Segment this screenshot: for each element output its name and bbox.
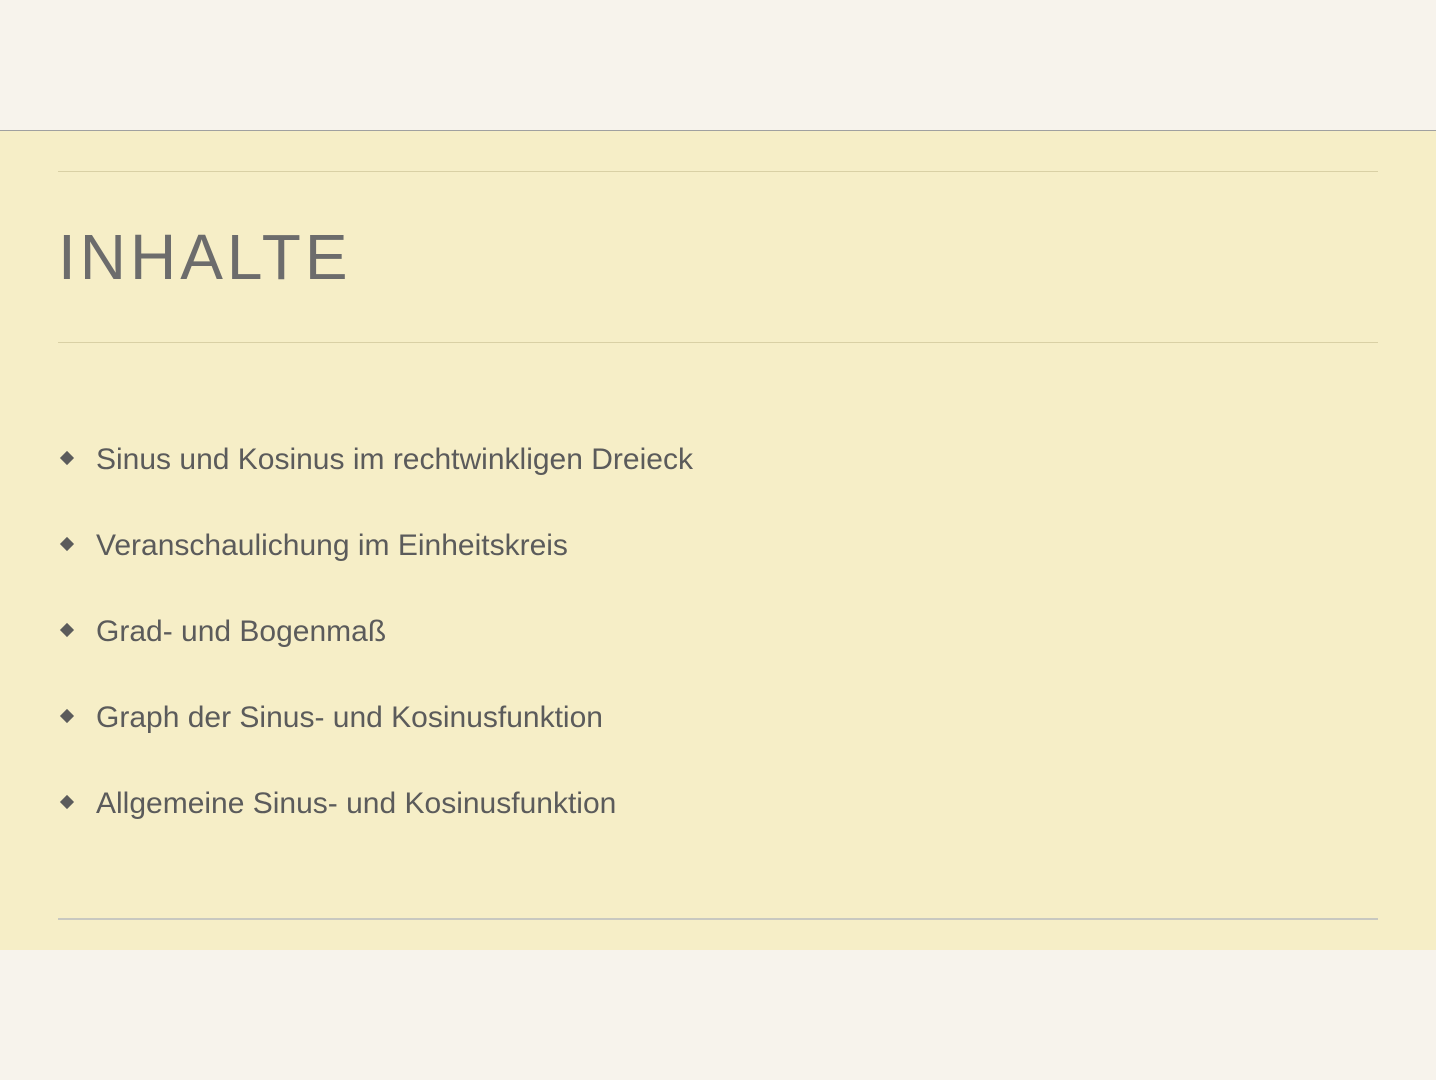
diamond-bullet-icon: [60, 451, 74, 465]
slide-body: INHALTE Sinus und Kosinus im rechtwinkli…: [0, 130, 1436, 950]
list-item: Sinus und Kosinus im rechtwinkligen Drei…: [58, 439, 1378, 481]
list-item: Veranschaulichung im Einheitskreis: [58, 525, 1378, 567]
divider-top: [58, 171, 1378, 172]
divider-under-title: [58, 342, 1378, 343]
diamond-bullet-icon: [60, 709, 74, 723]
list-item-label: Grad- und Bogenmaß: [96, 615, 386, 648]
list-item: Allgemeine Sinus- und Kosinusfunktion: [58, 783, 1378, 825]
diamond-bullet-icon: [60, 623, 74, 637]
diamond-bullet-icon: [60, 537, 74, 551]
list-item: Graph der Sinus- und Kosinusfunktion: [58, 697, 1378, 739]
list-item-label: Allgemeine Sinus- und Kosinusfunktion: [96, 787, 616, 820]
divider-bottom: [58, 918, 1378, 920]
diamond-bullet-icon: [60, 795, 74, 809]
list-item-label: Graph der Sinus- und Kosinusfunktion: [96, 701, 603, 734]
list-item-label: Sinus und Kosinus im rechtwinkligen Drei…: [96, 443, 693, 476]
list-item-label: Veranschaulichung im Einheitskreis: [96, 529, 568, 562]
slide-inner: INHALTE Sinus und Kosinus im rechtwinkli…: [0, 171, 1436, 990]
slide-title: INHALTE: [58, 220, 1378, 294]
bottom-margin: [0, 950, 1436, 1080]
top-margin: [0, 0, 1436, 130]
list-item: Grad- und Bogenmaß: [58, 611, 1378, 653]
bullet-list: Sinus und Kosinus im rechtwinkligen Drei…: [58, 439, 1378, 825]
